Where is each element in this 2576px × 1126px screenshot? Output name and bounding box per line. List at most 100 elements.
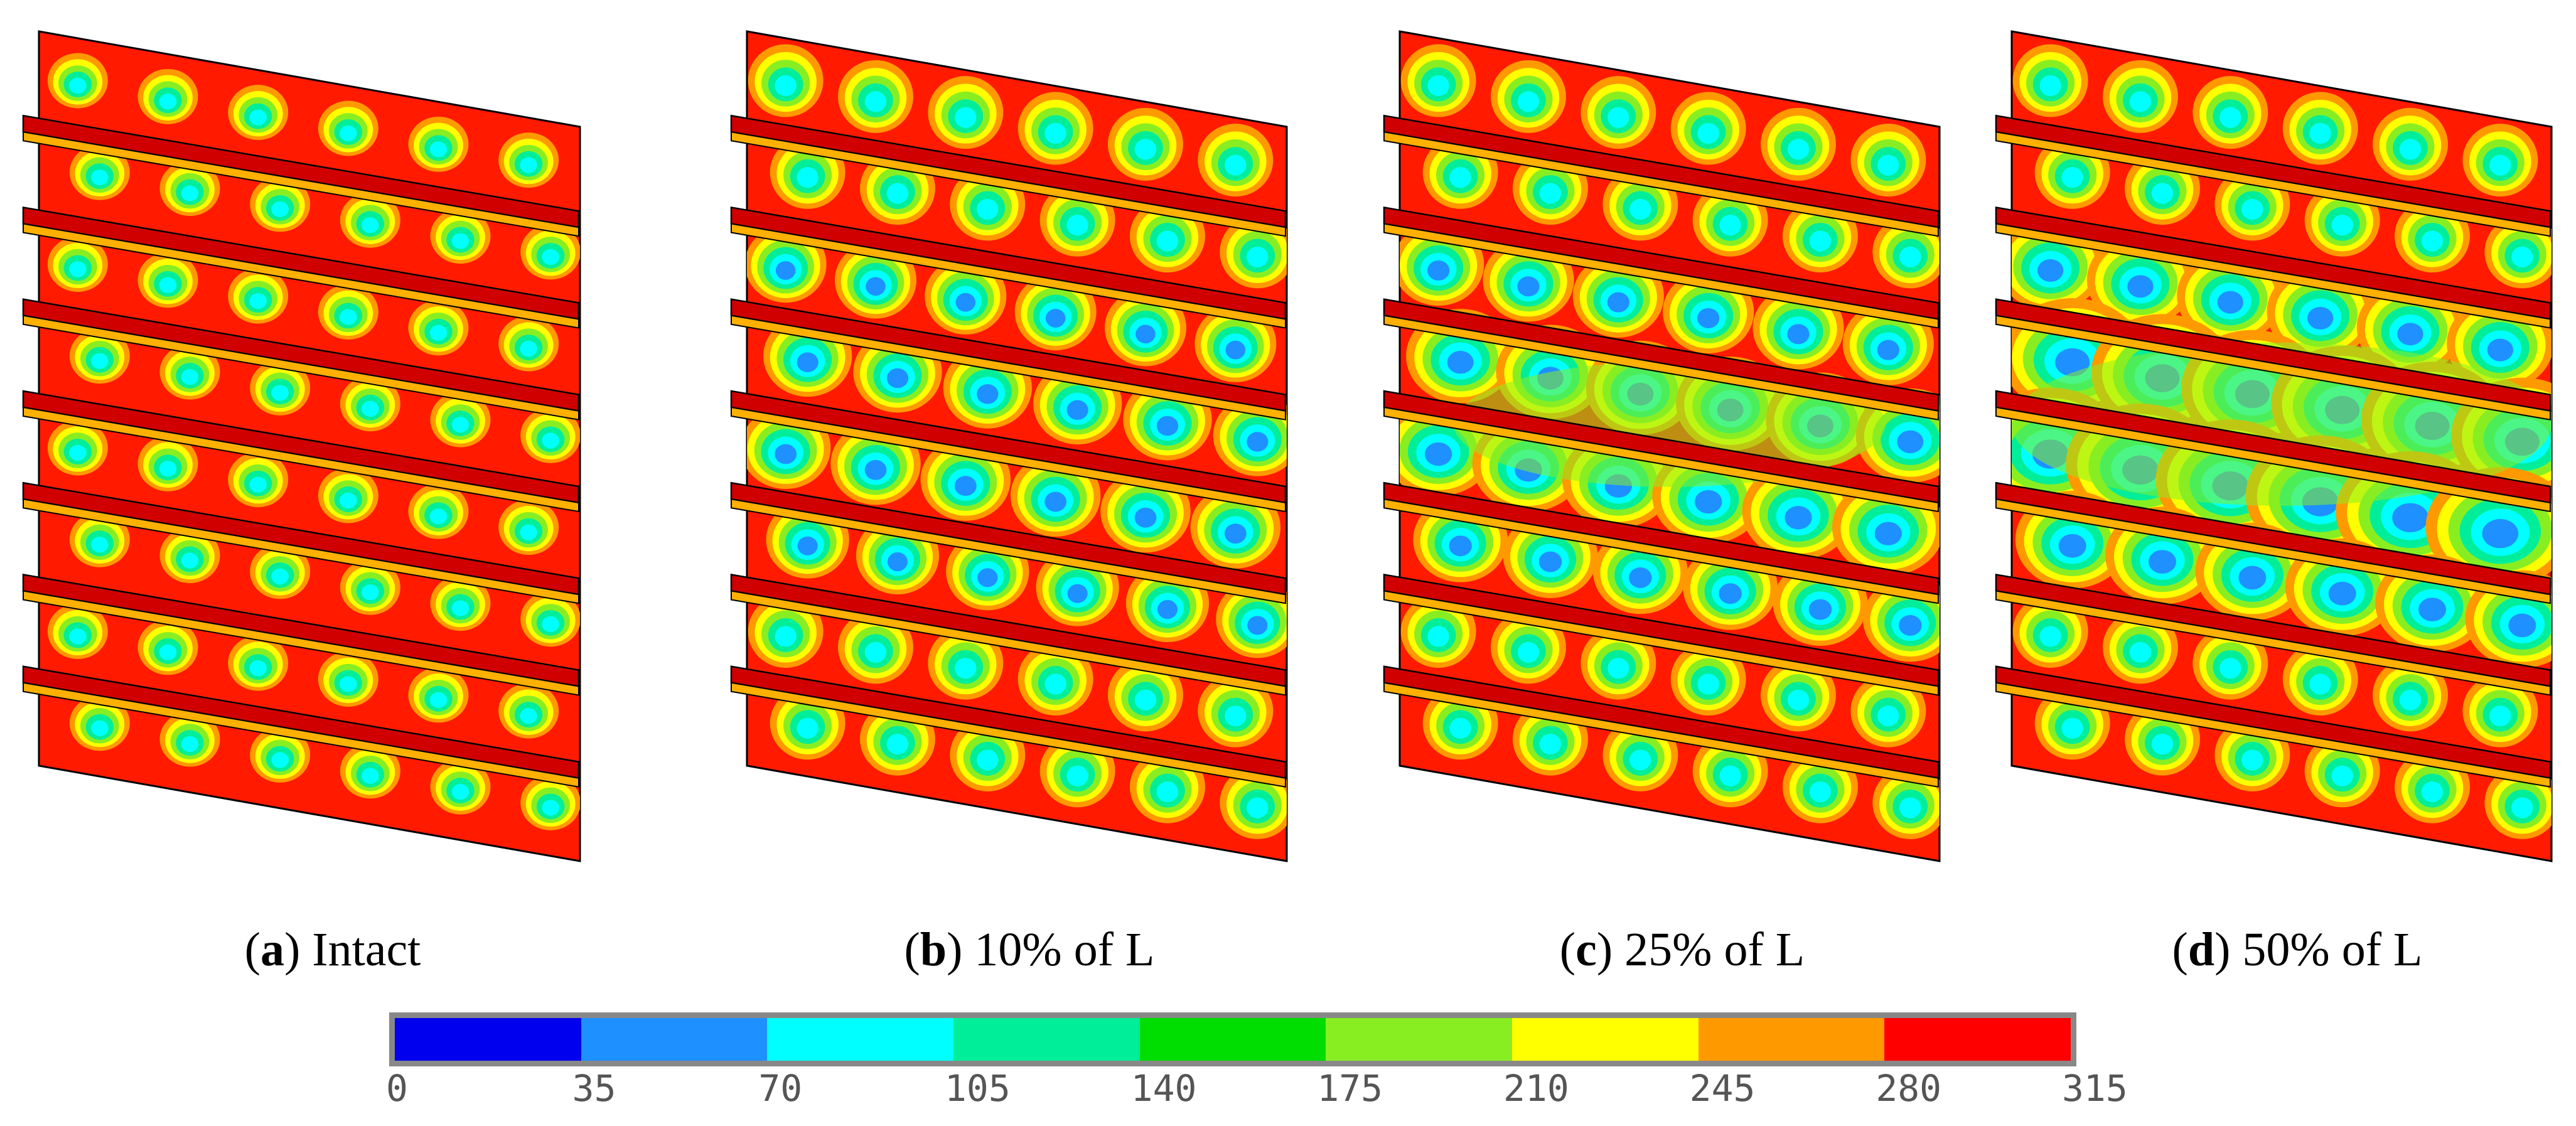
stress-contour-ring bbox=[1156, 230, 1179, 252]
stress-contour-ring bbox=[1607, 107, 1629, 128]
caption-b-text: 10% of L bbox=[974, 923, 1155, 976]
stress-contour-ring bbox=[1427, 626, 1449, 647]
stress-contour-ring bbox=[1044, 122, 1066, 144]
legend-segment-5 bbox=[1326, 1018, 1513, 1061]
stress-contour-ring bbox=[1517, 91, 1540, 112]
stress-contour-ring bbox=[1156, 416, 1179, 436]
stress-contour-ring bbox=[2307, 306, 2334, 330]
stress-contour-ring bbox=[362, 768, 379, 784]
stress-contour-ring bbox=[977, 749, 999, 771]
stress-contour-ring bbox=[797, 717, 818, 739]
legend-segment-1 bbox=[581, 1018, 768, 1061]
panel-c bbox=[1383, 30, 1941, 862]
caption-c: (c) 25% of L bbox=[1559, 923, 1805, 976]
stiffener-edge bbox=[23, 131, 579, 237]
stress-contour-ring bbox=[91, 169, 109, 186]
stiffener-edge bbox=[1995, 590, 2551, 696]
stress-contour-ring bbox=[1539, 183, 1562, 204]
stress-contour-ring bbox=[542, 800, 559, 816]
stress-contour-ring bbox=[2151, 183, 2174, 204]
stiffener-edge bbox=[23, 498, 579, 604]
stress-contour-ring bbox=[955, 292, 976, 312]
legend-tick-label: 105 bbox=[945, 1067, 1011, 1110]
stress-contour-ring bbox=[1697, 673, 1719, 695]
stiffener-edge bbox=[731, 682, 1286, 788]
color-legend-bar bbox=[389, 1012, 2076, 1066]
stiffener-edge bbox=[23, 314, 579, 421]
stress-contour-ring bbox=[69, 77, 87, 94]
stiffener-edge bbox=[1383, 406, 1939, 513]
stress-contour-ring bbox=[2392, 503, 2428, 533]
stress-contour-ring bbox=[2397, 323, 2423, 346]
stress-contour-ring bbox=[1225, 154, 1247, 176]
stress-contour-ring bbox=[362, 584, 379, 601]
legend-tick-label: 70 bbox=[758, 1067, 803, 1110]
stress-contour-ring bbox=[1247, 432, 1269, 452]
stress-contour-ring bbox=[1134, 139, 1157, 160]
stiffener-edge bbox=[1383, 682, 1939, 788]
stress-contour-ring bbox=[797, 536, 818, 555]
stress-contour-ring bbox=[1784, 506, 1812, 530]
caption-d-letter: d bbox=[2187, 923, 2215, 976]
stress-contour-ring bbox=[181, 185, 199, 201]
stress-contour-ring bbox=[2482, 518, 2519, 549]
stress-contour-ring bbox=[2061, 167, 2083, 188]
stress-contour-ring bbox=[2061, 717, 2083, 739]
stress-contour-ring bbox=[2058, 534, 2086, 558]
stress-contour-ring bbox=[1427, 75, 1449, 97]
stress-contour-ring bbox=[1134, 507, 1157, 528]
stress-contour-ring bbox=[91, 537, 109, 553]
stress-contour-ring bbox=[1424, 442, 1452, 466]
stress-contour-ring bbox=[977, 384, 999, 404]
stress-contour-ring bbox=[2151, 733, 2174, 755]
stress-contour-ring bbox=[181, 736, 199, 753]
stress-contour-ring bbox=[1719, 583, 1742, 604]
legend-segment-4 bbox=[1139, 1018, 1326, 1061]
stress-contour-ring bbox=[1787, 139, 1810, 160]
stiffener-edge bbox=[23, 682, 579, 788]
stress-contour-ring bbox=[1517, 276, 1540, 297]
stress-contour-ring bbox=[955, 658, 977, 679]
stress-contour-ring bbox=[1874, 522, 1902, 545]
stiffener-edge bbox=[731, 131, 1286, 237]
stress-contour-ring bbox=[954, 476, 977, 496]
stress-contour-ring bbox=[2039, 75, 2061, 97]
stress-contour-ring bbox=[1808, 599, 1832, 620]
legend-tick-label: 140 bbox=[1130, 1067, 1197, 1110]
stiffener-edge bbox=[1383, 314, 1939, 421]
stress-contour-ring bbox=[1629, 198, 1651, 220]
stress-contour-ring bbox=[1044, 491, 1067, 512]
stress-contour-ring bbox=[977, 198, 999, 220]
stress-contour-ring bbox=[249, 293, 267, 309]
stress-contour-ring bbox=[362, 217, 379, 233]
stress-contour-ring bbox=[1697, 308, 1720, 329]
stress-contour-ring bbox=[1809, 781, 1832, 803]
stress-contour-ring bbox=[797, 167, 818, 188]
stress-contour-ring bbox=[429, 692, 448, 708]
stress-contour-ring bbox=[2055, 348, 2090, 377]
stress-contour-ring bbox=[451, 233, 470, 249]
stress-contour-ring bbox=[271, 201, 289, 217]
stress-contour-ring bbox=[1066, 215, 1088, 236]
stress-contour-ring bbox=[2328, 581, 2356, 606]
stress-contour-ring bbox=[1156, 781, 1179, 803]
stress-contour-ring bbox=[520, 708, 537, 724]
stress-contour-ring bbox=[69, 628, 87, 645]
stiffener-edge bbox=[1995, 682, 2551, 788]
stress-contour-ring bbox=[1607, 658, 1629, 679]
stress-contour-ring bbox=[1449, 717, 1471, 739]
stress-contour-ring bbox=[1899, 246, 1921, 267]
stiffener-edge bbox=[23, 223, 579, 329]
legend-segment-0 bbox=[395, 1018, 581, 1061]
stress-contour-ring bbox=[542, 616, 559, 632]
contour-panels bbox=[22, 30, 2553, 862]
legend-segment-3 bbox=[953, 1018, 1140, 1061]
legend-tick-label: 280 bbox=[1876, 1067, 1942, 1110]
stress-contour-ring bbox=[1787, 324, 1810, 345]
stiffener-edge bbox=[731, 590, 1286, 696]
stress-contour-ring bbox=[2039, 626, 2061, 647]
stress-contour-ring bbox=[887, 552, 908, 572]
stiffener-edge bbox=[731, 314, 1286, 421]
panel-b bbox=[730, 30, 1288, 862]
stress-contour-ring bbox=[1449, 535, 1472, 557]
